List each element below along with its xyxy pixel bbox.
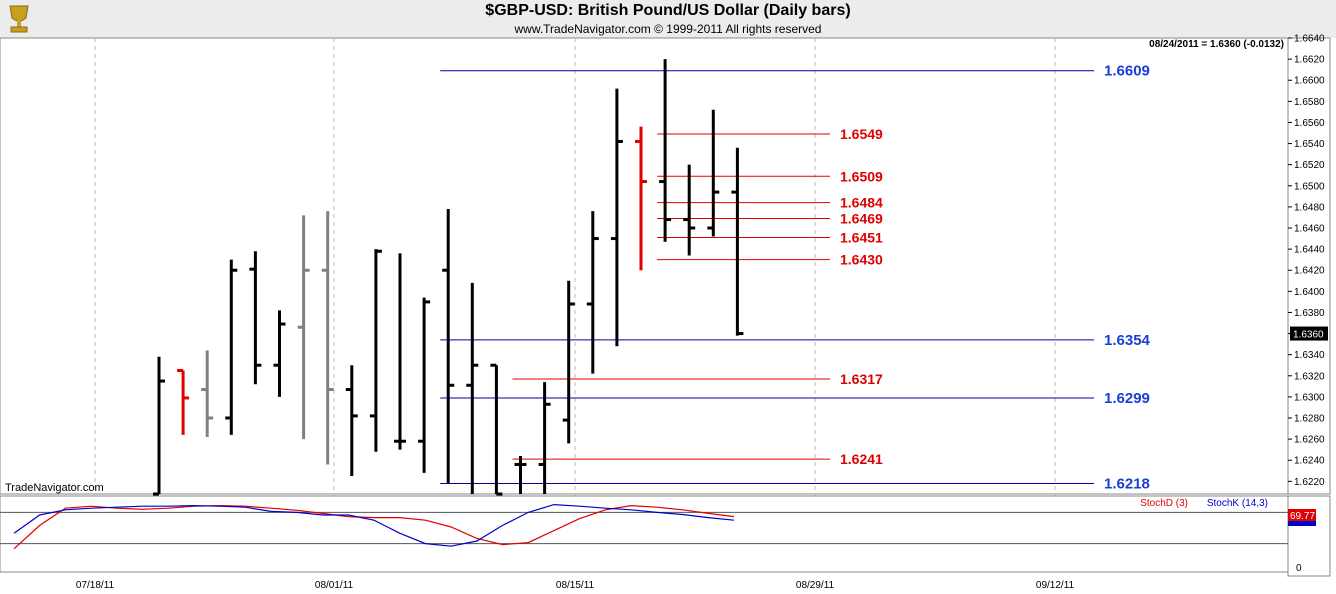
ohlc-bar <box>369 249 382 452</box>
stoch-last-value-label: 69.77 <box>1290 511 1315 522</box>
ohlc-bar <box>683 164 696 256</box>
ohlc-bar <box>345 365 358 477</box>
stoch-axis-area <box>1287 495 1331 577</box>
y-tick-label: 1.6620 <box>1294 55 1325 66</box>
level-label: 1.6469 <box>840 211 883 227</box>
ohlc-bar <box>562 280 575 444</box>
price-panel: 1.6640 1.6620 1.6600 1.6580 1.6560 1.6540 1.65… <box>0 34 1331 591</box>
level-label: 1.6317 <box>840 371 883 387</box>
legend-stochk: StochK (14,3) <box>1207 498 1268 509</box>
y-tick-label: 1.6460 <box>1294 224 1325 235</box>
x-tick-label: 08/15/11 <box>556 580 595 591</box>
stoch-y-tick-label: 0 <box>1296 563 1302 574</box>
last-price-label: 1.6360 <box>1293 330 1324 341</box>
price-plot-area <box>0 37 1289 495</box>
level-label: 1.6218 <box>1104 475 1150 492</box>
y-tick-label: 1.6480 <box>1294 202 1325 213</box>
ohlc-bar <box>201 350 214 437</box>
ohlc-bar <box>418 297 431 473</box>
y-tick-label: 1.6240 <box>1294 456 1325 467</box>
level-label: 1.6354 <box>1104 332 1151 349</box>
y-tick-label: 1.6220 <box>1294 477 1325 488</box>
ohlc-bar <box>321 211 334 465</box>
level-label: 1.6509 <box>840 168 883 184</box>
level-label: 1.6484 <box>840 195 883 211</box>
ohlc-bar <box>153 356 165 496</box>
last-price-marker <box>1290 326 1328 341</box>
stoch-last-value-marker <box>1288 509 1316 521</box>
y-tick-label: 1.6320 <box>1294 371 1325 382</box>
level-label: 1.6609 <box>1104 63 1150 80</box>
x-tick-label: 08/29/11 <box>796 580 835 591</box>
ohlc-bar <box>659 59 672 242</box>
y-tick-label: 1.6300 <box>1294 392 1325 403</box>
level-label: 1.6451 <box>840 230 883 246</box>
chart-subtitle: www.TradeNavigator.com © 1999-2011 All r… <box>514 22 822 36</box>
ohlc-bar <box>297 215 310 440</box>
y-tick-label: 1.6540 <box>1294 139 1325 150</box>
ohlc-bar <box>707 109 720 237</box>
ohlc-bar <box>249 251 262 385</box>
y-tick-label: 1.6340 <box>1294 350 1325 361</box>
legend-stochd: StochD (3) <box>1140 498 1188 509</box>
stoch-last-value-marker-k <box>1288 521 1316 526</box>
ohlc-bar <box>225 259 238 435</box>
level-label: 1.6549 <box>840 126 883 142</box>
y-tick-label: 1.6560 <box>1294 118 1325 129</box>
y-tick-label: 1.6260 <box>1294 435 1325 446</box>
x-tick-label: 09/12/11 <box>1036 580 1075 591</box>
y-tick-label: 1.6420 <box>1294 266 1325 277</box>
ohlc-bar <box>610 88 623 347</box>
y-tick-label: 1.6520 <box>1294 160 1325 171</box>
level-label: 1.6430 <box>840 252 883 268</box>
y-tick-label: 1.6640 <box>1294 34 1325 45</box>
price-axis-area <box>1287 37 1331 495</box>
level-label: 1.6241 <box>840 451 883 467</box>
quote-label: 08/24/2011 = 1.6360 (-0.0132) <box>1149 39 1284 50</box>
ohlc-bar <box>273 310 286 397</box>
y-tick-label: 1.6600 <box>1294 76 1325 87</box>
y-tick-label: 1.6580 <box>1294 97 1325 108</box>
y-tick-label: 1.6440 <box>1294 245 1325 256</box>
chart-header <box>0 0 1336 38</box>
watermark-label: TradeNavigator.com <box>5 482 104 494</box>
ohlc-bar <box>731 147 744 336</box>
ohlc-bar <box>635 126 647 271</box>
ohlc-bar <box>466 282 479 494</box>
stochastic-panel: 0 StochD (3) StochK (14,3) 69.77 <box>0 495 1331 577</box>
stoch-series-line <box>13 503 735 547</box>
ohlc-bar <box>442 209 455 484</box>
y-tick-label: 1.6500 <box>1294 181 1325 192</box>
ohlc-bar <box>538 382 551 494</box>
y-tick-label: 1.6400 <box>1294 287 1325 298</box>
level-label: 1.6299 <box>1104 390 1150 407</box>
trophy-icon[interactable] <box>4 2 34 34</box>
y-tick-label: 1.6280 <box>1294 414 1325 425</box>
ohlc-bar <box>490 363 503 496</box>
y-tick-label: 1.6380 <box>1294 308 1325 319</box>
ohlc-bar <box>514 456 527 494</box>
ohlc-bar <box>177 369 190 435</box>
stoch-plot-area <box>0 495 1289 573</box>
chart-title: $GBP-USD: British Pound/US Dollar (Daily… <box>485 2 851 19</box>
x-tick-label: 08/01/11 <box>315 580 354 591</box>
x-tick-label: 07/18/11 <box>76 580 115 591</box>
ohlc-bar <box>394 253 406 450</box>
ohlc-bar <box>586 211 599 374</box>
